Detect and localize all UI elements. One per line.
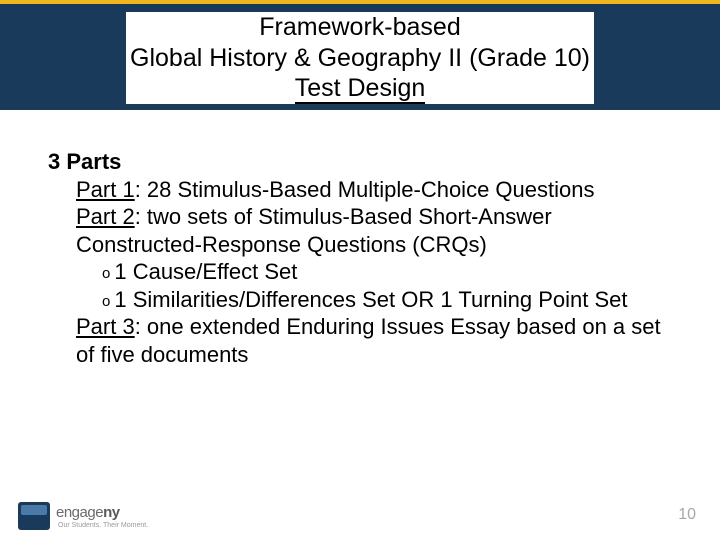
part-3-text: : one extended Enduring Issues Essay bas…	[76, 314, 661, 367]
list-item: o1 Similarities/Differences Set OR 1 Tur…	[102, 286, 672, 314]
part-3-label: Part 3	[76, 314, 135, 339]
part-2-label: Part 2	[76, 204, 135, 229]
engage-tagline: Our Students. Their Moment.	[58, 522, 148, 529]
title-wrap: Framework-based Global History & Geograp…	[126, 12, 594, 104]
title-line-1: Framework-based	[259, 13, 460, 41]
title-band: Framework-based Global History & Geograp…	[0, 4, 720, 110]
part-1-label: Part 1	[76, 177, 135, 202]
logo-group: engageny Our Students. Their Moment.	[18, 502, 148, 530]
engage-logo: engageny Our Students. Their Moment.	[56, 504, 148, 529]
part-1-text: : 28 Stimulus-Based Multiple-Choice Ques…	[135, 177, 595, 202]
subitem-text: 1 Cause/Effect Set	[114, 259, 297, 284]
footer: engageny Our Students. Their Moment. 10	[0, 490, 720, 530]
part-2: Part 2: two sets of Stimulus-Based Short…	[48, 203, 672, 313]
bullet-icon: o	[102, 293, 110, 310]
bullet-icon: o	[102, 265, 110, 282]
engage-logo-light: engage	[56, 504, 103, 521]
title-line-3: Test Design	[295, 75, 426, 105]
list-item: o1 Cause/Effect Set	[102, 258, 672, 286]
title-line-2: Global History & Geography II (Grade 10)	[130, 44, 590, 72]
part-2-text: : two sets of Stimulus-Based Short-Answe…	[76, 204, 552, 257]
part-2-subitems: o1 Cause/Effect Set o1 Similarities/Diff…	[76, 258, 672, 313]
part-3: Part 3: one extended Enduring Issues Ess…	[48, 313, 672, 368]
parts-heading: 3 Parts	[48, 148, 672, 176]
subitem-text: 1 Similarities/Differences Set OR 1 Turn…	[114, 287, 627, 312]
nysed-logo-icon	[18, 502, 50, 530]
engage-logo-bold: ny	[103, 504, 120, 521]
page-number: 10	[678, 506, 696, 524]
content-area: 3 Parts Part 1: 28 Stimulus-Based Multip…	[0, 110, 720, 368]
part-1: Part 1: 28 Stimulus-Based Multiple-Choic…	[48, 176, 672, 204]
